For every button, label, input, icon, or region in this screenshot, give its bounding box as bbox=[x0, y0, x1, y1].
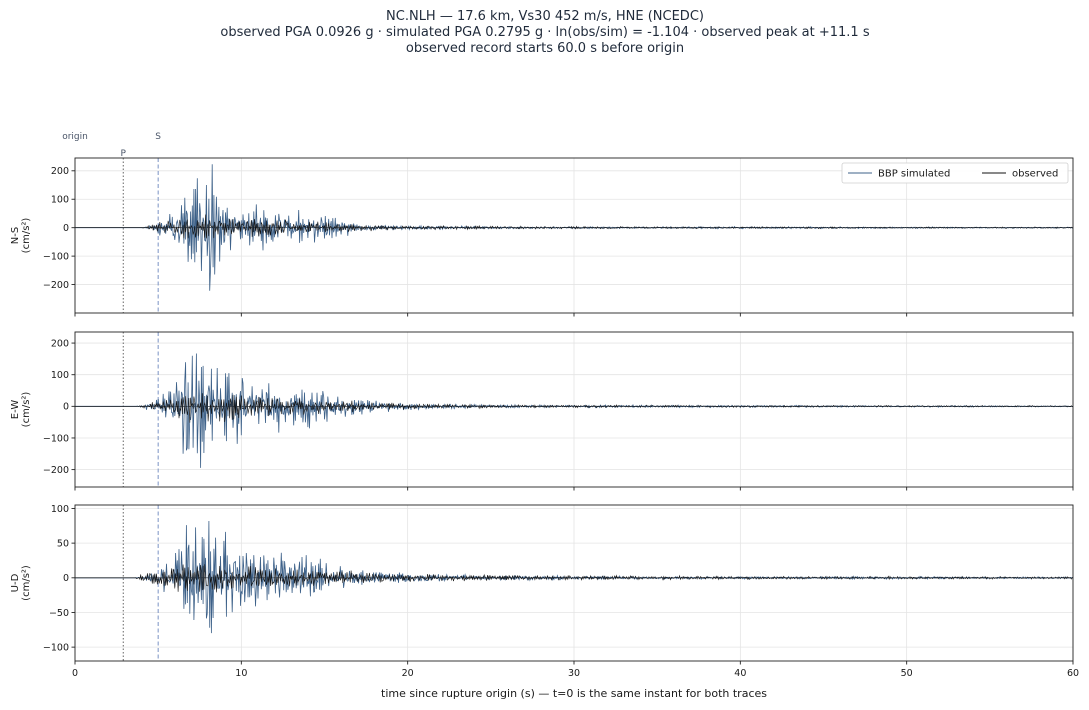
x-tick-label: 50 bbox=[901, 668, 913, 679]
y-tick-label: 0 bbox=[63, 573, 69, 584]
x-tick-label: 30 bbox=[568, 668, 580, 679]
x-axis-label: time since rupture origin (s) — t=0 is t… bbox=[381, 687, 767, 700]
legend-box bbox=[841, 162, 1069, 184]
svg-text:U-D(cm/s²): U-D(cm/s²) bbox=[10, 565, 32, 601]
svg-text:E-W(cm/s²): E-W(cm/s²) bbox=[10, 392, 32, 428]
figure-title: NC.NLH — 17.6 km, Vs30 452 m/s, HNE (NCE… bbox=[220, 9, 869, 56]
y-tick-label: 100 bbox=[51, 370, 69, 381]
x-tick-label: 20 bbox=[402, 668, 414, 679]
y-tick-label: −200 bbox=[43, 465, 69, 476]
title-line-3: observed record starts 60.0 s before ori… bbox=[406, 41, 684, 56]
p-phase-label: P bbox=[121, 149, 127, 159]
y-tick-label: 100 bbox=[51, 504, 69, 515]
observed-trace-ns bbox=[75, 214, 1073, 239]
legend: BBP simulated observed bbox=[841, 162, 1069, 184]
phase-marker-labels: origin P S bbox=[62, 132, 161, 159]
y-tick-label: −100 bbox=[43, 251, 69, 262]
title-line-1: NC.NLH — 17.6 km, Vs30 452 m/s, HNE (NCE… bbox=[386, 9, 704, 24]
y-tick-label: −100 bbox=[43, 642, 69, 653]
origin-label: origin bbox=[62, 132, 88, 142]
y-tick-label: 200 bbox=[51, 166, 69, 177]
x-tick-label: 40 bbox=[734, 668, 746, 679]
y-axis-label-ud: U-D(cm/s²) bbox=[10, 565, 32, 601]
panel-ns: 200 100 0 −100 −200 N-S(cm/s²) BBP simulated ob… bbox=[10, 157, 1074, 317]
observed-trace-ud bbox=[75, 564, 1073, 593]
panel-ud: 100 50 0 −50 −100 0 10 20 30 40 50 60 U-D(cm/s²) bbox=[10, 504, 1079, 679]
y-tick-label: 200 bbox=[51, 338, 69, 349]
y-tick-label: −50 bbox=[49, 608, 69, 619]
y-axis-label-ns: N-S(cm/s²) bbox=[10, 218, 32, 254]
x-tick-label: 60 bbox=[1067, 668, 1079, 679]
y-tick-label: 100 bbox=[51, 195, 69, 206]
x-tick-label: 10 bbox=[235, 668, 247, 679]
grid-ud bbox=[74, 505, 1074, 661]
legend-entry-label: BBP simulated bbox=[878, 169, 950, 180]
s-phase-label: S bbox=[155, 132, 161, 142]
y-tick-label: 0 bbox=[63, 223, 69, 234]
y-tick-label: 0 bbox=[63, 402, 69, 413]
y-tick-label: 50 bbox=[57, 538, 69, 549]
title-line-2: observed PGA 0.0926 g · simulated PGA 0.… bbox=[220, 25, 869, 40]
observed-trace-ew bbox=[75, 393, 1073, 423]
simulated-trace-ud bbox=[75, 520, 1073, 634]
y-tick-label: −200 bbox=[43, 280, 69, 291]
y-tick-label: −100 bbox=[43, 433, 69, 444]
legend-entry-label: observed bbox=[1012, 169, 1058, 180]
x-tick-label: 0 bbox=[72, 668, 78, 679]
svg-text:N-S(cm/s²): N-S(cm/s²) bbox=[10, 218, 32, 254]
panel-ew: 200 100 0 −100 −200 E-W(cm/s²) bbox=[10, 331, 1074, 491]
y-axis-label-ew: E-W(cm/s²) bbox=[10, 392, 32, 428]
